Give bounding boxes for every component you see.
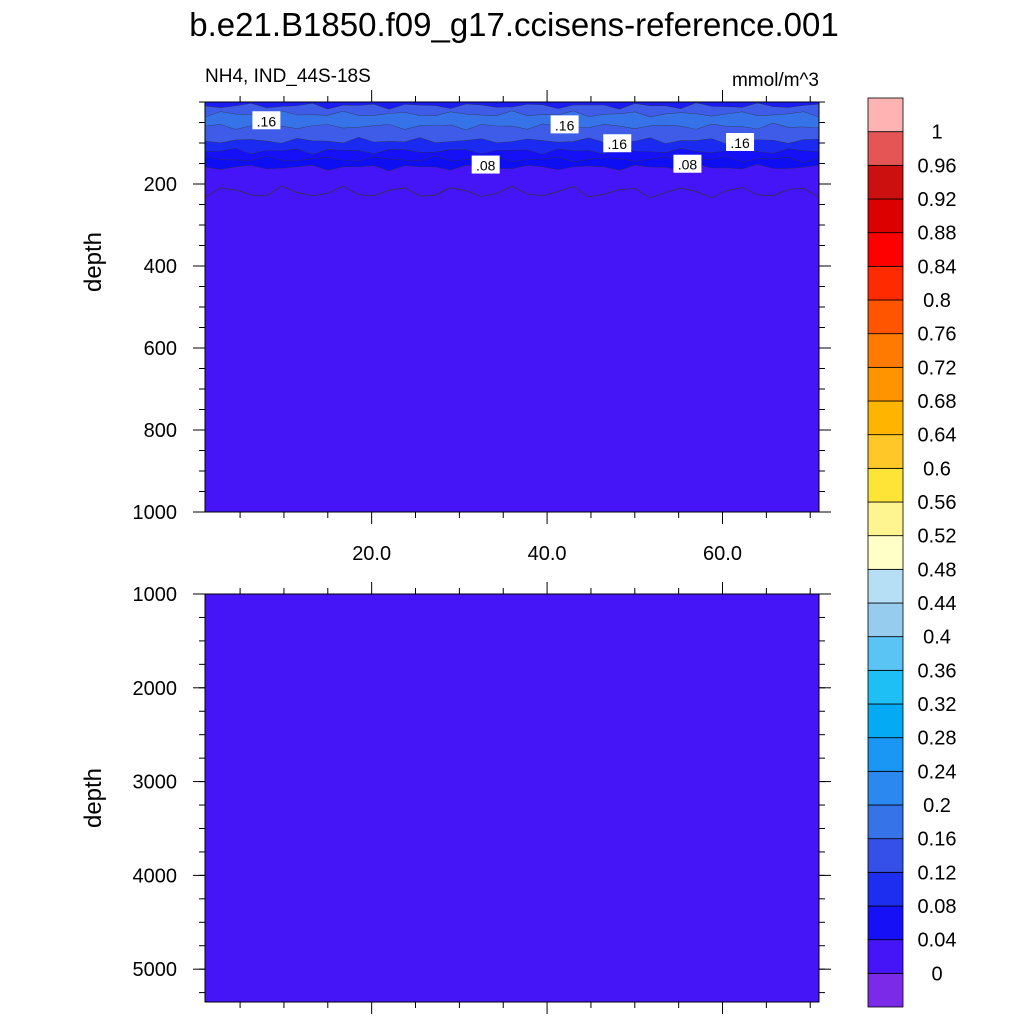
colorbar-box	[867, 703, 904, 739]
colorbar-label: 0.76	[918, 324, 957, 346]
colorbar-box	[867, 366, 904, 402]
colorbar-label: 0.24	[918, 761, 957, 783]
contour-band	[205, 103, 819, 118]
colorbar-box	[867, 467, 904, 503]
colorbar-box	[867, 939, 904, 974]
contour-label: .16	[257, 113, 277, 129]
colorbar-box	[867, 905, 904, 941]
colorbar-label: 0.68	[918, 391, 957, 413]
colorbar-box	[867, 265, 904, 301]
x-tick-label: 20.0	[352, 543, 391, 565]
y-tick-label: 4000	[133, 865, 178, 887]
colorbar-box	[867, 333, 904, 368]
colorbar-box	[867, 804, 904, 840]
colorbar-box	[867, 669, 904, 705]
y-tick-label: 800	[144, 420, 177, 442]
colorbar-label: 0.4	[923, 627, 951, 649]
colorbar-box	[867, 568, 904, 604]
colorbar-label: 0.96	[918, 155, 957, 177]
y-tick-label: 1000	[133, 584, 178, 606]
colorbar-label: 0.52	[918, 526, 957, 548]
units-label: mmol/m^3	[732, 70, 819, 91]
colorbar-label: 0.56	[918, 492, 957, 514]
colorbar-box	[867, 299, 904, 335]
contour-label: .16	[555, 117, 575, 133]
colorbar-box	[867, 232, 904, 267]
contour-label: .08	[678, 157, 698, 173]
colorbar-box	[867, 871, 904, 907]
x-tick-label: 60.0	[703, 543, 742, 565]
contour-label-box	[673, 154, 702, 173]
colorbar-box	[867, 737, 904, 772]
colorbar-label: 0.64	[918, 425, 957, 447]
contour-band	[205, 164, 819, 199]
colorbar-label: 0.8	[923, 290, 951, 312]
colorbar: 0 0.04 0.08 0.12 0.16 0.2 0.24 0.28 0.32 0.36 0.4 0…	[867, 97, 957, 1008]
colorbar-label: 0.92	[918, 189, 957, 211]
colorbar-box	[867, 602, 904, 638]
variable-label: NH4, IND_44S-18S	[205, 66, 371, 87]
x-tick-label: 40.0	[528, 543, 567, 565]
colorbar-label: 0.04	[918, 930, 957, 952]
colorbar-label: 0.2	[923, 795, 951, 817]
colorbar-box	[867, 972, 904, 1008]
colorbar-box	[867, 97, 904, 133]
contour-band	[205, 148, 819, 163]
contour-label: .08	[476, 158, 496, 174]
colorbar-box	[867, 501, 904, 537]
colorbar-label: 0.88	[918, 223, 957, 245]
colorbar-box	[867, 131, 904, 166]
colorbar-label: 0.08	[918, 896, 957, 918]
contour-label-box	[252, 111, 281, 130]
contour-label-box	[550, 115, 579, 134]
colorbar-box	[867, 434, 904, 469]
y-tick-label: 400	[144, 256, 177, 278]
contour-band	[205, 137, 819, 155]
colorbar-label: 0.6	[923, 458, 951, 480]
colorbar-label: 0.48	[918, 559, 957, 581]
colorbar-label: 0.72	[918, 357, 957, 379]
colorbar-label: 0.84	[918, 256, 957, 278]
chart-title: b.e21.B1850.f09_g17.ccisens-reference.00…	[189, 6, 838, 43]
contour-label: .16	[608, 136, 628, 152]
colorbar-box	[867, 164, 904, 200]
y-tick-label: 200	[144, 174, 177, 196]
contour-band	[205, 102, 819, 110]
colorbar-label: 0.28	[918, 728, 957, 750]
colorbar-box	[867, 400, 904, 436]
y-tick-label: 2000	[133, 678, 178, 700]
colorbar-label: 0.36	[918, 660, 957, 682]
y-tick-label: 1000	[133, 502, 178, 524]
colorbar-box	[867, 535, 904, 570]
colorbar-label: 0.32	[918, 694, 957, 716]
colorbar-label: 0.12	[918, 862, 957, 884]
colorbar-box	[867, 838, 904, 873]
colorbar-box	[867, 636, 904, 671]
y-axis-title: depth	[80, 768, 107, 828]
upper-panel: .16 .16 .16 .16 .08 .08 200 400 600 800 1000 20.0 40…	[80, 90, 831, 565]
colorbar-label: 0	[931, 963, 942, 985]
contour-label-box	[603, 134, 632, 153]
panel-fill	[205, 594, 819, 1002]
y-axis-title: depth	[80, 232, 107, 292]
colorbar-label: 0.16	[918, 829, 957, 851]
contour-line	[204, 185, 820, 199]
contour-band	[205, 123, 819, 145]
y-tick-label: 600	[144, 338, 177, 360]
lower-panel: 1000 2000 3000 4000 5000 depth	[80, 582, 831, 1014]
y-tick-label: 5000	[133, 959, 178, 981]
colorbar-box	[867, 198, 904, 234]
contour-label-box	[726, 133, 755, 151]
contour-label: .16	[730, 135, 750, 151]
y-tick-label: 3000	[133, 772, 178, 794]
colorbar-label: 0.44	[918, 593, 957, 615]
colorbar-box	[867, 770, 904, 806]
panel-frame	[204, 593, 820, 1003]
colorbar-label: 1	[931, 122, 942, 144]
contour-label-box	[471, 155, 500, 174]
